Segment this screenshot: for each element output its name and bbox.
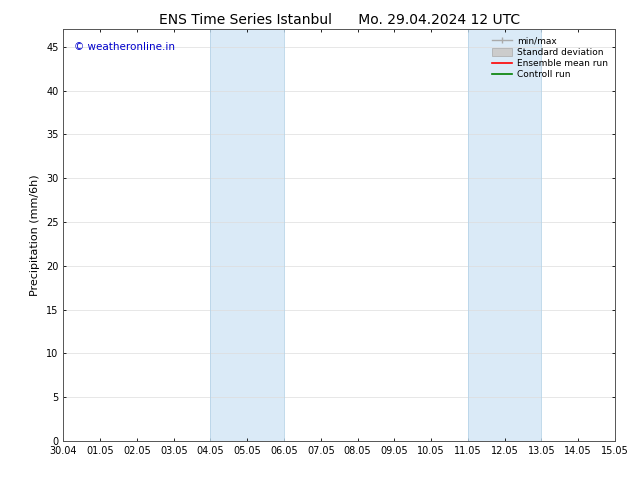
Title: ENS Time Series Istanbul      Mo. 29.04.2024 12 UTC: ENS Time Series Istanbul Mo. 29.04.2024 … — [158, 13, 520, 27]
Text: © weatheronline.in: © weatheronline.in — [74, 42, 176, 52]
Bar — [468, 29, 541, 441]
Y-axis label: Precipitation (mm/6h): Precipitation (mm/6h) — [30, 174, 41, 296]
Legend: min/max, Standard deviation, Ensemble mean run, Controll run: min/max, Standard deviation, Ensemble me… — [489, 34, 611, 82]
Bar — [210, 29, 284, 441]
